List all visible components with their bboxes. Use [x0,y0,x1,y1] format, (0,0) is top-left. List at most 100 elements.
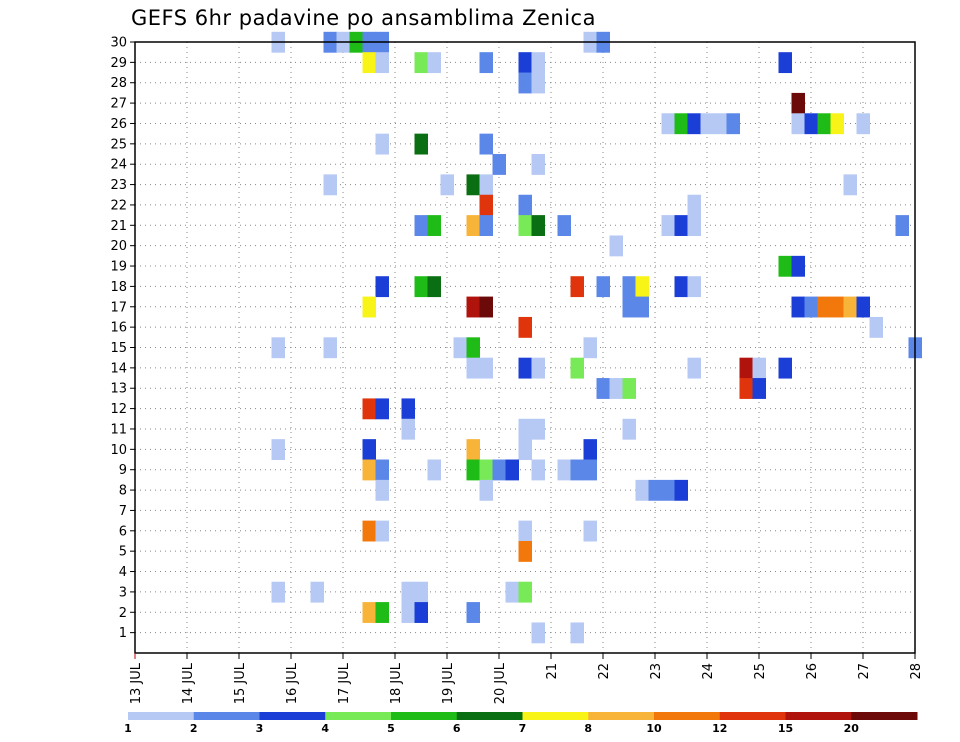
precip-cell [479,194,493,216]
precip-cell [622,276,636,298]
precip-cell [414,52,428,74]
legend-label: 4 [321,722,329,735]
x-tick-label: 13 JUL [129,662,144,704]
legend-swatch [522,712,589,720]
legend-label: 15 [778,722,793,735]
y-tick-label: 7 [119,504,127,519]
y-tick-label: 29 [110,56,127,71]
precip-cell [622,378,636,399]
precip-cell [843,174,857,196]
precip-cell [531,459,545,481]
precip-cell [479,52,493,74]
y-tick-label: 23 [110,178,127,193]
precip-cell [518,194,532,216]
precip-cell [804,296,818,318]
legend-label: 3 [256,722,264,735]
precip-cell [375,52,389,74]
precip-cell [609,235,623,257]
x-tick-label: 23 [649,663,664,680]
legend-label: 8 [584,722,592,735]
precip-cell [687,357,701,379]
precip-cell [427,215,441,236]
precip-cell [479,215,493,236]
precip-cell [596,378,610,399]
x-tick-label: 22 [597,663,612,680]
x-tick-label: 25 [753,663,768,680]
y-tick-label: 11 [110,422,127,437]
y-tick-label: 6 [119,524,127,539]
precip-cell [674,479,688,501]
precip-cell [622,296,636,318]
legend-label: 10 [646,722,662,735]
precip-cell [661,113,675,135]
precip-cell [518,72,532,94]
y-tick-label: 27 [110,97,127,112]
y-tick-label: 24 [110,158,127,173]
y-tick-label: 3 [119,585,127,600]
precip-cell [375,602,389,623]
data-cells [271,31,922,644]
y-tick-label: 25 [110,137,127,152]
precip-cell [570,357,584,379]
precip-cell [453,337,467,359]
legend-swatch [259,712,326,720]
precip-cell [713,113,727,135]
precip-cell [362,296,376,318]
precip-cell [466,459,480,481]
precip-cell [583,337,597,359]
legend-label: 12 [712,722,727,735]
y-tick-label: 8 [119,484,127,499]
precip-cell [531,52,545,74]
precip-cell [427,52,441,74]
precip-cell [310,581,324,603]
precip-cell [375,133,389,155]
precip-cell [817,113,831,135]
precip-cell [518,316,532,338]
precip-cell [375,459,389,481]
precip-cell [531,357,545,379]
precip-cell [401,418,415,440]
chart-title: GEFS 6hr padavine po ansamblima Zenica [131,6,596,30]
y-tick-label: 4 [119,565,127,580]
precip-cell [791,296,805,318]
legend-swatch [391,712,458,720]
x-tick-label: 26 [805,663,820,680]
precip-cell [323,337,337,359]
precip-cell [271,337,285,359]
precip-cell [661,479,675,501]
precip-cell [362,398,376,420]
y-tick-label: 19 [110,260,127,275]
y-tick-label: 20 [110,239,127,254]
precip-cell [817,296,831,318]
x-tick-label: 19 JUL [441,662,456,704]
precip-cell [466,357,480,379]
precip-cell [414,215,428,236]
precip-cell [752,378,766,399]
precip-cell [518,215,532,236]
y-axis: 1234567891011121314151617181920212223242… [110,36,135,641]
precip-cell [518,52,532,74]
precip-cell [726,113,740,135]
precip-cell [323,174,337,196]
precip-cell [583,459,597,481]
precip-cell [687,194,701,216]
precip-cell [466,215,480,236]
x-tick-label: 21 [545,663,560,680]
precip-cell [570,459,584,481]
y-tick-label: 28 [110,76,127,91]
y-tick-label: 12 [110,402,127,417]
legend-swatch [588,712,655,720]
y-tick-label: 22 [110,198,127,213]
color-legend: 1 2 3 4 5 6 7 8 10 12 15 20 [124,712,918,735]
precip-cell [661,215,675,236]
precip-cell [466,337,480,359]
legend-swatch [654,712,721,720]
precip-cell [401,581,415,603]
precip-cell [700,113,714,135]
y-tick-label: 9 [119,463,127,478]
x-tick-label: 16 JUL [285,662,300,704]
precip-cell [674,215,688,236]
precip-cell [843,296,857,318]
y-tick-label: 15 [110,341,127,356]
x-tick-label: 18 JUL [389,662,404,704]
